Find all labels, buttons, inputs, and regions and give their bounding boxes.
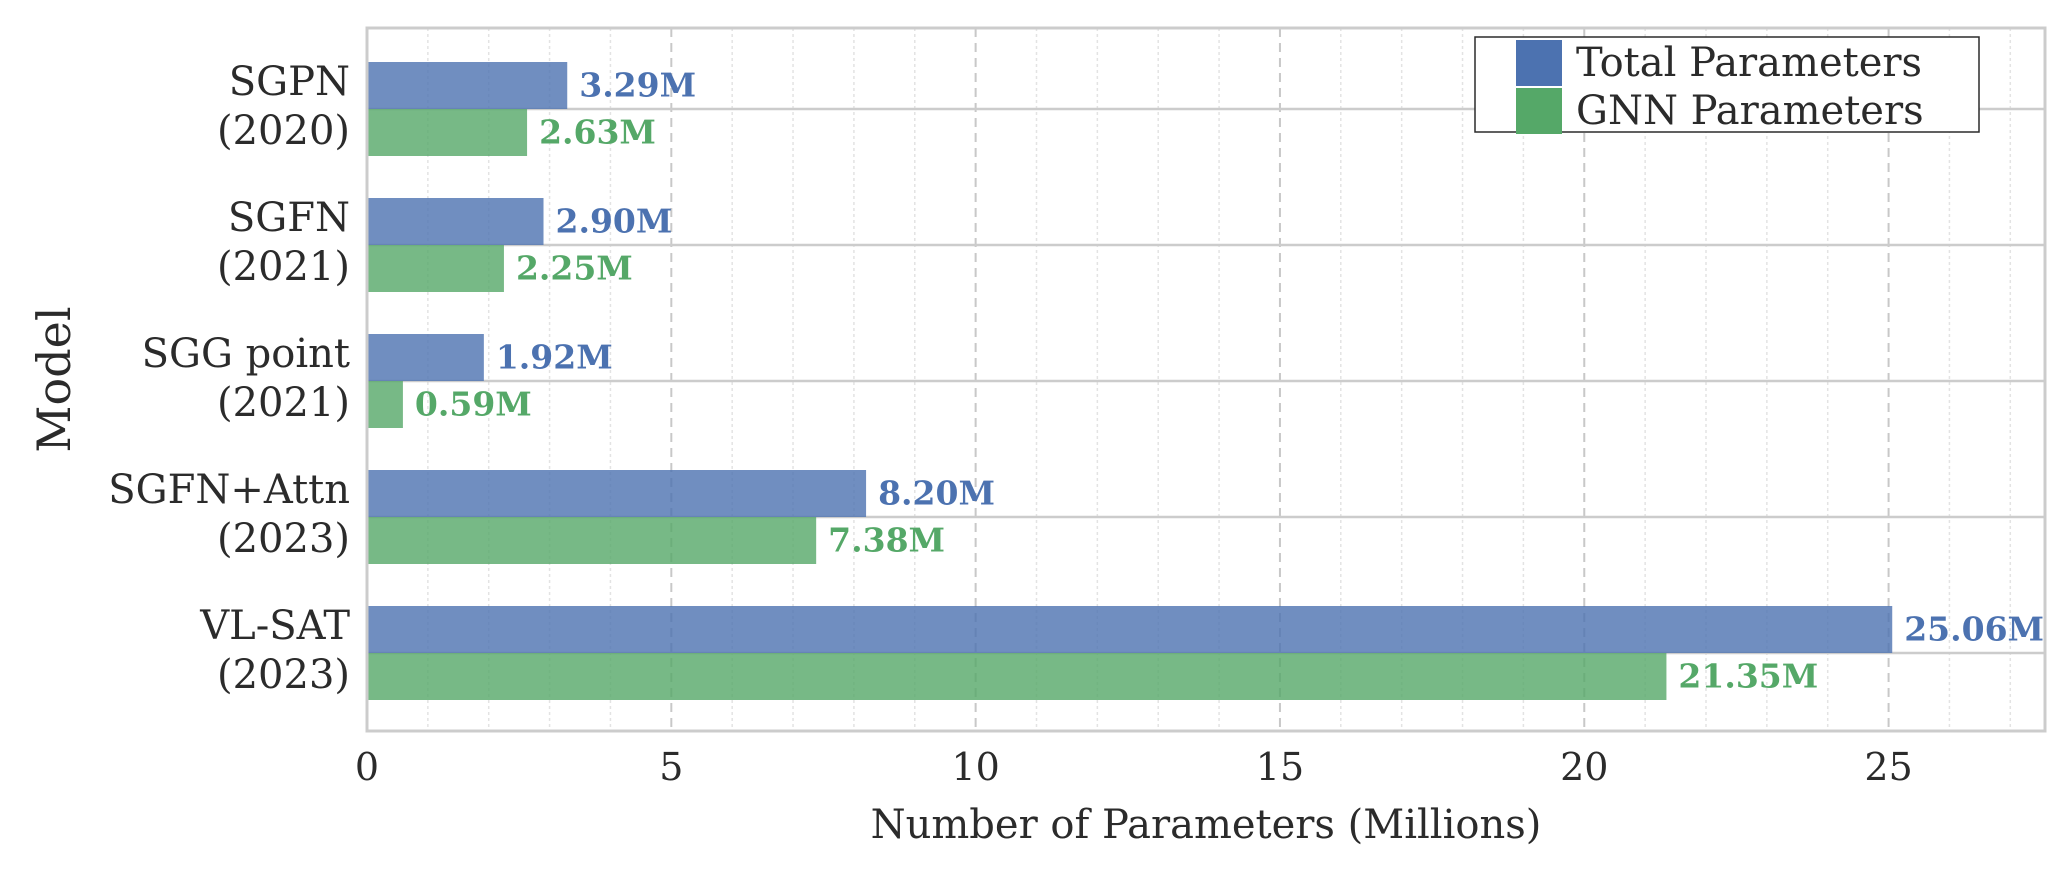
bar-gnn [367,109,528,156]
y-tick-label: SGPN [229,59,350,105]
bar-gnn [367,381,403,428]
y-tick-label: (2023) [217,516,350,562]
x-tick-label: 15 [1256,745,1304,789]
x-tick-label: 0 [355,745,379,789]
y-tick-label: SGG point [142,331,350,377]
y-tick-label: (2023) [217,652,350,698]
data-label: 2.63M [539,113,656,152]
data-label: 2.90M [556,202,673,241]
y-tick-label: SGFN+Attn [108,467,350,513]
y-tick-label: (2021) [217,380,350,426]
x-tick-label: 10 [951,745,999,789]
bar-total [367,62,568,109]
data-label: 0.59M [415,385,532,424]
data-label: 3.29M [579,66,696,105]
bar-gnn [367,517,817,564]
bar-total [367,606,1893,653]
y-axis-title: Model [27,306,81,452]
bar-gnn [367,245,504,292]
bar-gnn [367,653,1667,700]
data-labels: 3.29M 2.63M 2.90M 2.25M 1.92M 0.59M 8.20M 7.38M… [415,66,2044,696]
y-axis-labels: SGPN(2020)SGFN(2021)SGG point(2021)SGFN+… [108,59,350,698]
bar-total [367,334,484,381]
y-tick-label: (2021) [217,244,350,290]
plot-frame [365,26,2047,733]
bar-total [367,470,867,517]
data-label: 8.20M [878,474,995,513]
x-tick-label: 20 [1560,745,1608,789]
x-tick-label: 25 [1864,745,1912,789]
bars [367,62,1893,700]
row-separators [367,107,2045,655]
data-label: 7.38M [828,521,945,560]
data-label: 25.06M [1904,610,2044,649]
y-tick-label: VL-SAT [199,603,350,649]
legend-label: Total Parameters [1576,40,1922,86]
x-tick-label: 5 [659,745,683,789]
x-axis-ticks: 0 5 10 15 20 25 [355,745,1913,789]
data-label: 2.25M [516,249,633,288]
y-tick-label: SGFN [228,195,350,241]
data-label: 21.35M [1678,657,1818,696]
data-label: 1.92M [496,338,613,377]
bar-total [367,198,544,245]
x-axis-title: Number of Parameters (Millions) [871,802,1542,848]
y-tick-label: (2020) [217,108,350,154]
legend-label: GNN Parameters [1576,88,1924,134]
legend-swatch [1516,88,1562,134]
legend-swatch [1516,40,1562,86]
